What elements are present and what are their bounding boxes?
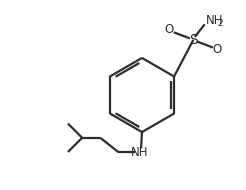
Text: S: S: [189, 33, 198, 47]
Text: 2: 2: [217, 19, 223, 28]
Text: NH: NH: [206, 14, 223, 27]
Text: O: O: [165, 23, 174, 36]
Text: O: O: [213, 44, 222, 56]
Text: NH: NH: [130, 146, 148, 158]
